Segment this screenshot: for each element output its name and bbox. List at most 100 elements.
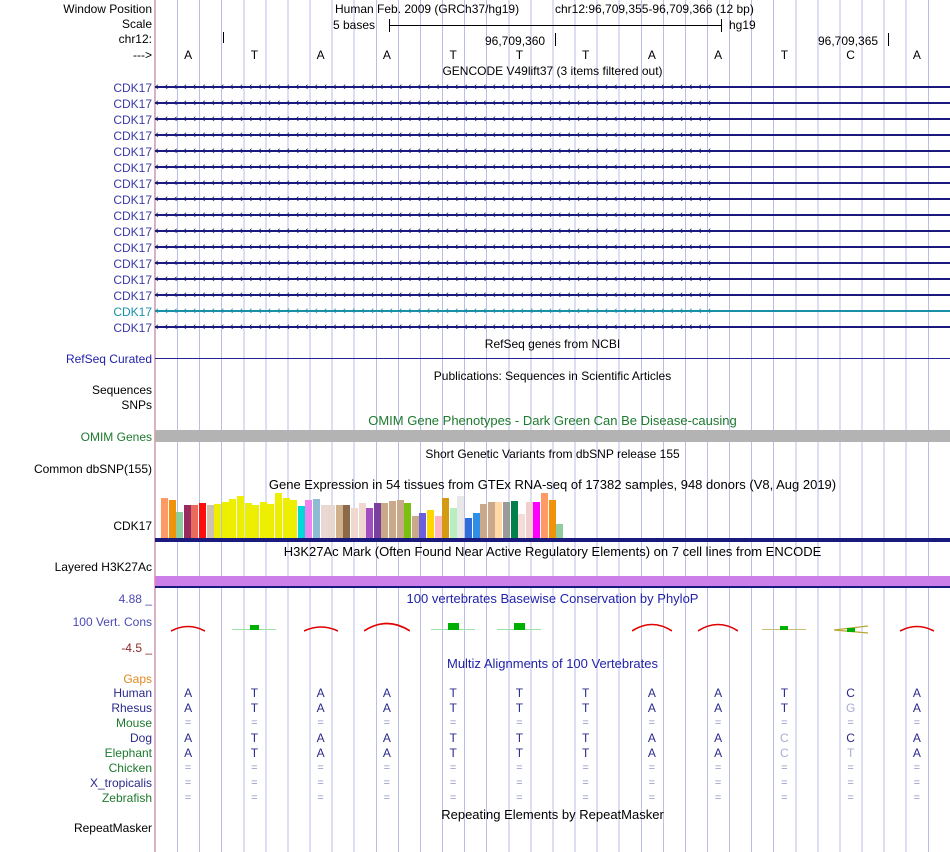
species-label-elephant[interactable]: Elephant: [104, 746, 152, 760]
gtex-tissue-bar[interactable]: [525, 502, 533, 538]
gtex-tissue-bar[interactable]: [366, 508, 374, 538]
gtex-tissue-bar[interactable]: [191, 505, 199, 538]
gencode-gene-label[interactable]: CDK17: [113, 81, 152, 95]
gencode-gene-label[interactable]: CDK17: [113, 257, 152, 271]
gtex-tissue-bar[interactable]: [214, 504, 222, 538]
gtex-tissue-bar[interactable]: [503, 502, 510, 538]
gencode-gene-row[interactable]: ‹‹‹‹‹‹‹‹‹‹‹‹‹‹‹‹‹‹‹‹‹‹‹‹‹‹‹‹‹‹‹‹‹‹‹‹‹‹‹‹…: [155, 209, 950, 221]
gtex-tissue-bar[interactable]: [290, 500, 298, 538]
phylop-conservation-plot[interactable]: [155, 606, 950, 654]
gencode-gene-label[interactable]: CDK17: [113, 305, 152, 319]
gtex-tissue-bar[interactable]: [449, 508, 457, 538]
label-gtex-cdk17[interactable]: CDK17: [113, 519, 152, 533]
gtex-tissue-bar[interactable]: [168, 500, 176, 538]
label-omim-genes[interactable]: OMIM Genes: [80, 430, 152, 444]
gtex-tissue-bar[interactable]: [229, 499, 237, 538]
species-label-human[interactable]: Human: [113, 686, 152, 700]
gencode-gene-row[interactable]: ‹‹‹‹‹‹‹‹‹‹‹‹‹‹‹‹‹‹‹‹‹‹‹‹‹‹‹‹‹‹‹‹‹‹‹‹‹‹‹‹…: [155, 273, 950, 285]
alignment-row[interactable]: = = = = = = = = = = = =: [155, 776, 950, 791]
gtex-tissue-bar[interactable]: [541, 493, 548, 538]
gtex-tissue-bar[interactable]: [480, 504, 488, 538]
gtex-tissue-bar[interactable]: [465, 518, 472, 538]
gencode-gene-row[interactable]: ‹‹‹‹‹‹‹‹‹‹‹‹‹‹‹‹‹‹‹‹‹‹‹‹‹‹‹‹‹‹‹‹‹‹‹‹‹‹‹‹…: [155, 145, 950, 157]
h3k27ac-signal-band[interactable]: [155, 576, 950, 586]
gtex-tissue-bar[interactable]: [161, 498, 168, 538]
gencode-gene-label[interactable]: CDK17: [113, 209, 152, 223]
gtex-tissue-bar[interactable]: [259, 502, 267, 538]
gencode-gene-label[interactable]: CDK17: [113, 289, 152, 303]
gtex-tissue-bar[interactable]: [434, 516, 442, 538]
gencode-gene-row[interactable]: ‹‹‹‹‹‹‹‹‹‹‹‹‹‹‹‹‹‹‹‹‹‹‹‹‹‹‹‹‹‹‹‹‹‹‹‹‹‹‹‹…: [155, 81, 950, 93]
gencode-gene-row[interactable]: ‹‹‹‹‹‹‹‹‹‹‹‹‹‹‹‹‹‹‹‹‹‹‹‹‹‹‹‹‹‹‹‹‹‹‹‹‹‹‹‹…: [155, 193, 950, 205]
gtex-tissue-bar[interactable]: [335, 505, 343, 538]
gencode-gene-row[interactable]: ‹‹‹‹‹‹‹‹‹‹‹‹‹‹‹‹‹‹‹‹‹‹‹‹‹‹‹‹‹‹‹‹‹‹‹‹‹‹‹‹…: [155, 225, 950, 237]
label-snps[interactable]: SNPs: [121, 398, 152, 412]
species-label-rhesus[interactable]: Rhesus: [111, 701, 152, 715]
gtex-tissue-bar[interactable]: [556, 524, 564, 538]
label-repeatmasker[interactable]: RepeatMasker: [73, 821, 152, 835]
gtex-tissue-bar[interactable]: [343, 505, 351, 538]
gtex-tissue-bar[interactable]: [183, 505, 191, 538]
gencode-gene-label[interactable]: CDK17: [113, 161, 152, 175]
label-common-dbsnp[interactable]: Common dbSNP(155): [33, 462, 152, 476]
species-label-zebrafish[interactable]: Zebrafish: [101, 791, 152, 805]
gtex-tissue-bar[interactable]: [495, 502, 503, 538]
gtex-tissue-bar[interactable]: [199, 503, 206, 538]
gtex-tissue-bar[interactable]: [351, 508, 358, 538]
label-sequences[interactable]: Sequences: [91, 383, 152, 397]
gencode-gene-row[interactable]: ‹‹‹‹‹‹‹‹‹‹‹‹‹‹‹‹‹‹‹‹‹‹‹‹‹‹‹‹‹‹‹‹‹‹‹‹‹‹‹‹…: [155, 321, 950, 333]
gtex-tissue-bar[interactable]: [313, 499, 320, 538]
gtex-tissue-bar[interactable]: [320, 505, 328, 538]
gtex-tissue-bar[interactable]: [252, 505, 260, 538]
gencode-gene-row[interactable]: ‹‹‹‹‹‹‹‹‹‹‹‹‹‹‹‹‹‹‹‹‹‹‹‹‹‹‹‹‹‹‹‹‹‹‹‹‹‹‹‹…: [155, 305, 950, 317]
gencode-gene-row[interactable]: ‹‹‹‹‹‹‹‹‹‹‹‹‹‹‹‹‹‹‹‹‹‹‹‹‹‹‹‹‹‹‹‹‹‹‹‹‹‹‹‹…: [155, 129, 950, 141]
gtex-tissue-bar[interactable]: [328, 505, 336, 538]
gencode-gene-label[interactable]: CDK17: [113, 225, 152, 239]
species-label-x_tropicalis[interactable]: X_tropicalis: [89, 776, 152, 790]
gencode-gene-row[interactable]: ‹‹‹‹‹‹‹‹‹‹‹‹‹‹‹‹‹‹‹‹‹‹‹‹‹‹‹‹‹‹‹‹‹‹‹‹‹‹‹‹…: [155, 177, 950, 189]
gtex-tissue-bar[interactable]: [176, 512, 184, 538]
gtex-tissue-bar[interactable]: [396, 500, 404, 538]
gtex-tissue-bar[interactable]: [442, 498, 450, 538]
gencode-gene-label[interactable]: CDK17: [113, 321, 152, 335]
gencode-gene-row[interactable]: ‹‹‹‹‹‹‹‹‹‹‹‹‹‹‹‹‹‹‹‹‹‹‹‹‹‹‹‹‹‹‹‹‹‹‹‹‹‹‹‹…: [155, 97, 950, 109]
gtex-tissue-bar[interactable]: [244, 503, 252, 538]
gencode-gene-row[interactable]: ‹‹‹‹‹‹‹‹‹‹‹‹‹‹‹‹‹‹‹‹‹‹‹‹‹‹‹‹‹‹‹‹‹‹‹‹‹‹‹‹…: [155, 113, 950, 125]
label-layered-h3k27ac[interactable]: Layered H3K27Ac: [54, 560, 152, 574]
gtex-tissue-bar[interactable]: [275, 493, 282, 538]
alignment-row[interactable]: = = = = = = = = = = = =: [155, 791, 950, 806]
gtex-tissue-bar[interactable]: [510, 501, 518, 538]
gtex-tissue-bar[interactable]: [297, 506, 305, 538]
gencode-gene-label[interactable]: CDK17: [113, 113, 152, 127]
gencode-gene-label[interactable]: CDK17: [113, 273, 152, 287]
species-label-chicken[interactable]: Chicken: [108, 761, 152, 775]
gencode-gene-row[interactable]: ‹‹‹‹‹‹‹‹‹‹‹‹‹‹‹‹‹‹‹‹‹‹‹‹‹‹‹‹‹‹‹‹‹‹‹‹‹‹‹‹…: [155, 241, 950, 253]
species-label-mouse[interactable]: Mouse: [115, 716, 152, 730]
gencode-gene-label[interactable]: CDK17: [113, 193, 152, 207]
gencode-gene-row[interactable]: ‹‹‹‹‹‹‹‹‹‹‹‹‹‹‹‹‹‹‹‹‹‹‹‹‹‹‹‹‹‹‹‹‹‹‹‹‹‹‹‹…: [155, 289, 950, 301]
gencode-gene-row[interactable]: ‹‹‹‹‹‹‹‹‹‹‹‹‹‹‹‹‹‹‹‹‹‹‹‹‹‹‹‹‹‹‹‹‹‹‹‹‹‹‹‹…: [155, 161, 950, 173]
label-refseq-curated[interactable]: RefSeq Curated: [65, 352, 152, 366]
gencode-gene-label[interactable]: CDK17: [113, 129, 152, 143]
gtex-tissue-bar[interactable]: [282, 498, 290, 538]
gtex-tissue-bar[interactable]: [206, 505, 214, 538]
omim-gene-bar[interactable]: [155, 430, 950, 442]
species-label-dog[interactable]: Dog: [129, 731, 152, 745]
gtex-tissue-bar[interactable]: [373, 503, 381, 538]
gtex-tissue-bar[interactable]: [358, 503, 366, 538]
gtex-bar-chart[interactable]: [155, 492, 950, 538]
gencode-gene-label[interactable]: CDK17: [113, 241, 152, 255]
gtex-tissue-bar[interactable]: [221, 502, 229, 538]
gtex-tissue-bar[interactable]: [427, 510, 434, 538]
gencode-gene-row[interactable]: ‹‹‹‹‹‹‹‹‹‹‹‹‹‹‹‹‹‹‹‹‹‹‹‹‹‹‹‹‹‹‹‹‹‹‹‹‹‹‹‹…: [155, 257, 950, 269]
label-100-vert-cons[interactable]: 100 Vert. Cons: [72, 615, 152, 629]
gtex-tissue-bar[interactable]: [404, 503, 412, 538]
gtex-tissue-bar[interactable]: [419, 513, 427, 538]
gencode-gene-label[interactable]: CDK17: [113, 177, 152, 191]
gtex-tissue-bar[interactable]: [389, 501, 396, 538]
gtex-tissue-bar[interactable]: [548, 500, 556, 538]
alignment-row[interactable]: = = = = = = = = = = = =: [155, 716, 950, 731]
gtex-tissue-bar[interactable]: [457, 496, 465, 538]
